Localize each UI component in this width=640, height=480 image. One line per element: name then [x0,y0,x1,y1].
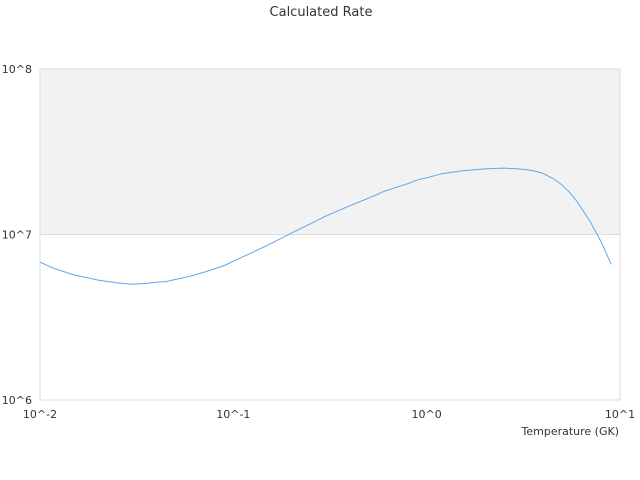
upper-decade-band [40,69,620,235]
x-tick-label: 10^0 [412,408,442,421]
rate-line [39,167,612,285]
x-tick-label: 10^-2 [23,408,57,421]
x-tick-label: 10^1 [605,408,635,421]
y-tick-label: 10^8 [2,63,32,76]
x-axis-label: Temperature (GK) [521,425,620,438]
plot-area: 10^6 10^7 10^8 10^-2 10^-1 10^0 10^1 [2,63,635,421]
y-tick-label: 10^6 [2,394,32,407]
y-tick-label: 10^7 [2,229,32,242]
chart-title: Calculated Rate [270,5,373,20]
x-tick-label: 10^-1 [216,408,250,421]
